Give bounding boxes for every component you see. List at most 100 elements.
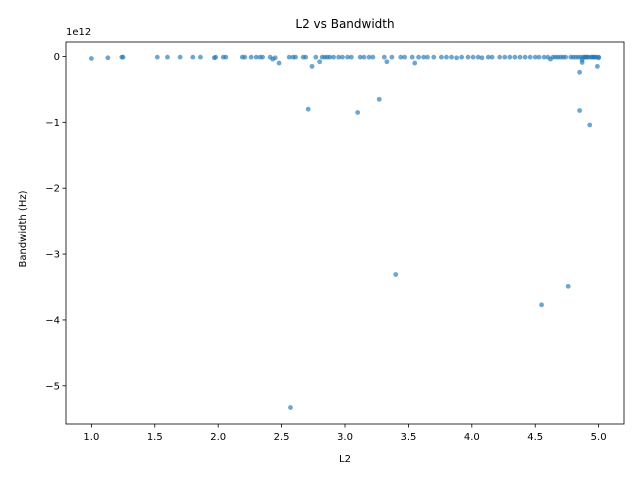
- data-point: [305, 106, 311, 112]
- data-point: [425, 54, 430, 60]
- data-point: [357, 54, 363, 60]
- data-point: [444, 54, 449, 60]
- data-point: [475, 54, 481, 60]
- data-point: [165, 54, 170, 60]
- data-point: [361, 54, 367, 60]
- data-point: [348, 54, 354, 60]
- data-point: [242, 54, 248, 60]
- data-point: [489, 54, 495, 60]
- data-point: [248, 54, 254, 60]
- data-point: [309, 63, 315, 69]
- data-point: [421, 54, 427, 60]
- data-point: [260, 54, 265, 60]
- data-point: [502, 54, 508, 60]
- data-point: [541, 54, 547, 60]
- data-point: [409, 54, 415, 60]
- data-point: [412, 60, 418, 66]
- data-point: [293, 54, 298, 60]
- x-tick-label: 4.0: [464, 432, 480, 443]
- data-point: [376, 96, 382, 102]
- data-point: [527, 54, 533, 60]
- data-point: [485, 54, 491, 60]
- data-point: [272, 55, 278, 61]
- data-point: [465, 54, 471, 60]
- data-point: [577, 69, 583, 75]
- data-point: [381, 54, 387, 60]
- data-point: [398, 54, 404, 60]
- data-point: [459, 54, 465, 60]
- data-point: [579, 60, 585, 65]
- data-point: [438, 54, 444, 60]
- x-tick-label: 3.0: [337, 432, 353, 443]
- data-point: [120, 54, 126, 60]
- data-point: [389, 54, 395, 60]
- data-point: [431, 54, 437, 60]
- data-point: [416, 54, 421, 60]
- y-axis-label: Bandwidth (Hz): [18, 190, 29, 267]
- data-point: [276, 60, 282, 66]
- data-point: [479, 55, 485, 61]
- data-point: [507, 54, 513, 60]
- data-point: [345, 54, 350, 60]
- data-point: [88, 56, 94, 61]
- y-tick-label: −1: [45, 118, 60, 129]
- data-point: [596, 55, 602, 61]
- data-point: [532, 54, 538, 60]
- x-tick-label: 4.5: [527, 432, 543, 443]
- data-point: [177, 54, 183, 60]
- y-tick-label: −3: [45, 250, 60, 261]
- data-point: [288, 405, 293, 410]
- chart-title: L2 vs Bandwidth: [295, 17, 394, 31]
- x-tick-label: 1.0: [83, 432, 99, 443]
- data-point: [594, 63, 600, 69]
- data-point: [402, 54, 408, 60]
- data-point: [370, 54, 376, 60]
- x-axis-label: L2: [339, 454, 351, 465]
- data-point: [470, 54, 476, 60]
- y-tick-label: −4: [45, 315, 60, 326]
- data-point: [105, 55, 111, 61]
- data-point: [366, 54, 372, 60]
- data-point: [522, 54, 528, 60]
- y-tick-label: −2: [45, 184, 60, 195]
- data-point: [449, 54, 454, 60]
- data-point: [313, 54, 319, 60]
- data-point: [497, 54, 503, 60]
- data-point: [565, 283, 571, 289]
- y-tick-label: −5: [45, 381, 60, 392]
- data-point: [303, 54, 309, 60]
- x-tick-label: 5.0: [591, 432, 607, 443]
- data-point: [536, 54, 542, 60]
- data-point: [393, 272, 399, 277]
- data-point: [563, 54, 569, 60]
- x-tick-label: 3.5: [400, 432, 416, 443]
- data-point: [384, 59, 390, 65]
- data-point: [331, 54, 336, 60]
- data-point: [340, 54, 345, 60]
- x-tick-label: 2.5: [274, 432, 290, 443]
- data-point: [223, 54, 229, 60]
- data-point: [512, 54, 518, 60]
- data-point: [454, 55, 459, 61]
- y-offset-label: 1e12: [66, 27, 91, 38]
- data-point: [253, 54, 259, 60]
- axes-layer: 1.0 1.5 2.0 2.5 3.0 3.5 4.0 4.5 5.0 0 −1 −2 −3 −4 −5: [45, 41, 625, 443]
- data-point: [198, 54, 203, 60]
- data-point: [190, 54, 196, 60]
- x-tick-label: 1.5: [147, 432, 163, 443]
- data-point: [517, 54, 523, 60]
- data-point: [336, 54, 342, 60]
- data-point: [577, 108, 583, 113]
- data-point: [154, 54, 160, 60]
- data-point: [539, 302, 544, 308]
- data-point: [327, 54, 333, 60]
- data-point: [355, 110, 361, 115]
- data-point: [587, 122, 593, 128]
- data-point: [317, 59, 323, 65]
- y-tick-label: 0: [54, 52, 60, 63]
- x-tick-label: 2.0: [210, 432, 226, 443]
- data-point: [213, 54, 219, 60]
- data-point: [286, 54, 292, 60]
